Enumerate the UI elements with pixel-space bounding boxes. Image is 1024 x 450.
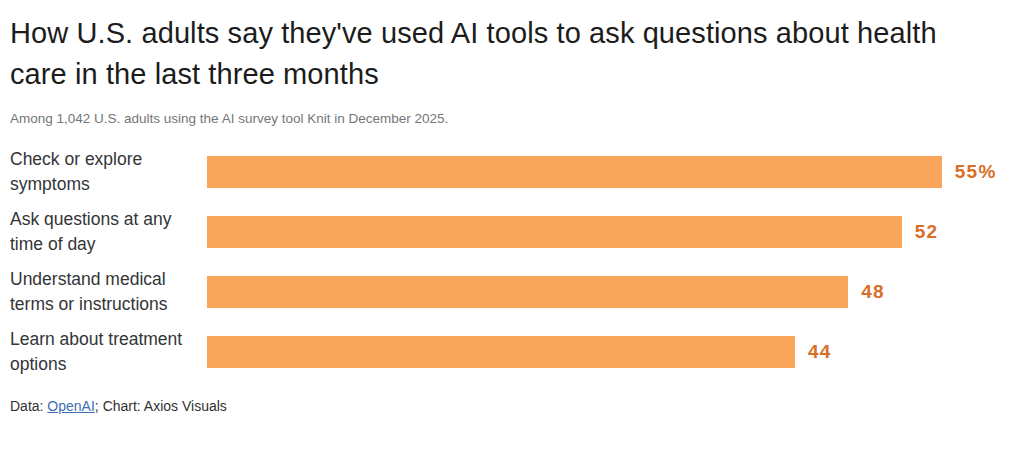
category-label: Ask questions at any time of day [10, 207, 207, 257]
chart-credit: Chart: Axios Visuals [103, 398, 227, 414]
bar-chart: Check or explore symptoms 55% Ask questi… [10, 147, 1014, 377]
bar-row: Understand medical terms or instructions… [10, 267, 1014, 317]
category-label: Learn about treatment options [10, 327, 207, 377]
source-separator: ; [95, 398, 103, 414]
category-label: Understand medical terms or instructions [10, 267, 207, 317]
source-prefix: Data: [10, 398, 47, 414]
source-link[interactable]: OpenAI [47, 398, 94, 414]
bar-row: Check or explore symptoms 55% [10, 147, 1014, 197]
bar-value-label: 52 [915, 221, 939, 243]
bar-value-label: 48 [861, 281, 885, 303]
bar-track: 55% [207, 156, 1014, 188]
bar [207, 216, 902, 248]
bar-value-label: 55% [955, 161, 997, 183]
bar [207, 336, 795, 368]
bar-track: 44 [207, 336, 1014, 368]
page-title: How U.S. adults say they've used AI tool… [10, 13, 975, 95]
category-label: Check or explore symptoms [10, 147, 207, 197]
bar-row: Learn about treatment options 44 [10, 327, 1014, 377]
chart-subtitle: Among 1,042 U.S. adults using the AI sur… [10, 111, 1014, 126]
bar-track: 52 [207, 216, 1014, 248]
bar-track: 48 [207, 276, 1014, 308]
bar-value-label: 44 [808, 341, 832, 363]
source-credit: Data: OpenAI; Chart: Axios Visuals [10, 398, 1014, 414]
bar [207, 156, 942, 188]
bar-row: Ask questions at any time of day 52 [10, 207, 1014, 257]
bar [207, 276, 848, 308]
